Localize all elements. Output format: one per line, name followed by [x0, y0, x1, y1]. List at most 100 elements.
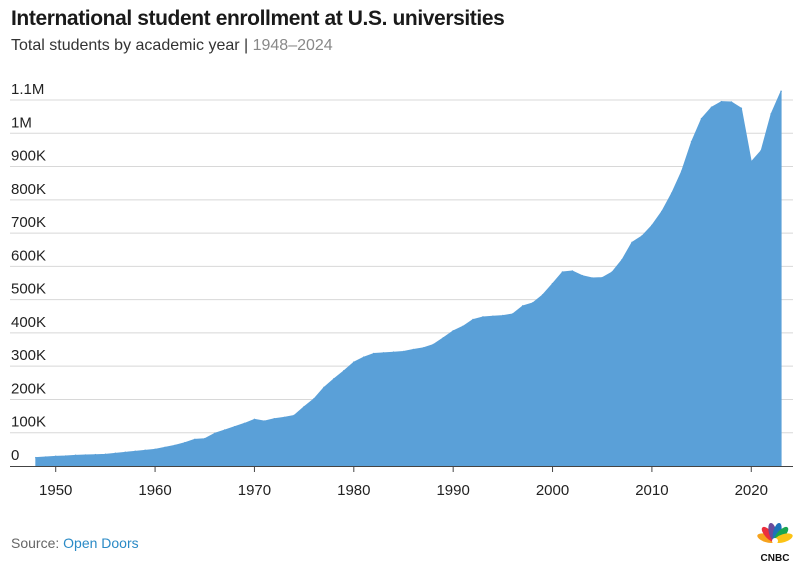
data-point: [511, 313, 514, 315]
data-point: [432, 343, 435, 346]
data-point: [372, 352, 375, 355]
data-point: [780, 90, 782, 93]
data-point: [243, 422, 246, 425]
cnbc-peacock-logo: CNBC: [757, 522, 793, 563]
data-point: [730, 101, 733, 103]
data-point: [591, 277, 594, 279]
data-point: [641, 235, 643, 237]
data-point: [313, 397, 315, 400]
x-tick-label: 2020: [735, 482, 768, 499]
data-point: [541, 294, 544, 296]
data-point: [64, 455, 67, 457]
data-point: [263, 420, 266, 422]
data-point: [94, 453, 97, 456]
y-tick-label: 1.1M: [11, 81, 44, 98]
source-link[interactable]: Open Doors: [63, 535, 139, 551]
data-point: [492, 315, 494, 318]
y-axis-ticks: 0 100K 200K 300K 400K 500K 600K 700K 800K 900K 1M 1…: [11, 81, 46, 464]
data-point: [412, 348, 415, 351]
y-tick-label: 100K: [11, 414, 46, 431]
data-point: [353, 361, 355, 363]
data-point: [104, 453, 107, 456]
data-point: [680, 170, 683, 172]
data-point: [402, 350, 405, 353]
y-tick-label: 0: [11, 447, 19, 464]
data-point: [333, 378, 335, 380]
data-point: [750, 161, 753, 163]
y-tick-label: 500K: [11, 281, 46, 298]
data-point: [661, 210, 663, 213]
y-tick-label: 700K: [11, 214, 46, 231]
data-point: [154, 448, 156, 451]
data-point: [422, 347, 425, 349]
data-point: [233, 425, 236, 428]
data-point: [362, 356, 365, 359]
enrollment-chart: 0 100K 200K 300K 400K 500K 600K 700K 800K 900K 1M 1…: [10, 81, 793, 499]
chart-title: International student enrollment at U.S.…: [11, 7, 505, 30]
data-point: [521, 305, 524, 307]
data-point: [74, 454, 77, 457]
data-point: [144, 449, 146, 452]
data-point: [442, 337, 445, 339]
source-prefix: Source:: [11, 535, 64, 551]
data-point: [710, 106, 713, 109]
data-points: [35, 90, 782, 459]
data-point: [651, 224, 653, 227]
data-point: [273, 417, 276, 420]
data-point: [502, 314, 504, 317]
x-tick-label: 1950: [39, 482, 72, 499]
enrollment-area: [35, 90, 782, 467]
data-point: [184, 441, 186, 444]
y-tick-label: 800K: [11, 181, 46, 198]
x-tick-label: 1990: [436, 482, 469, 499]
data-point: [114, 452, 117, 455]
data-point: [174, 444, 176, 447]
subtitle-separator: |: [239, 37, 253, 54]
y-tick-label: 300K: [11, 347, 46, 364]
data-point: [551, 282, 554, 285]
x-tick-label: 1960: [138, 482, 171, 499]
data-point: [452, 330, 454, 332]
x-tick-label: 2010: [635, 482, 668, 499]
data-point: [343, 370, 345, 372]
x-tick-label: 2000: [536, 482, 569, 499]
data-point: [740, 107, 743, 110]
data-point: [283, 416, 286, 419]
data-point: [223, 429, 226, 431]
data-point: [631, 241, 633, 244]
data-point: [84, 454, 87, 456]
data-point: [720, 100, 723, 103]
data-point: [462, 325, 464, 328]
y-tick-label: 1M: [11, 114, 32, 131]
subtitle-range: 1948–2024: [252, 37, 333, 54]
y-tick-label: 600K: [11, 247, 46, 264]
data-point: [770, 113, 772, 115]
data-point: [124, 451, 127, 454]
logo-text: CNBC: [761, 553, 790, 563]
data-point: [621, 258, 623, 261]
x-tick-label: 1970: [238, 482, 271, 499]
data-point: [323, 386, 325, 389]
data-point: [690, 140, 693, 143]
x-axis-ticks: 1950 1960 1970 1980 1990 2000 2010 2020: [39, 466, 768, 499]
chart-subtitle: Total students by academic year | 1948–2…: [11, 37, 333, 55]
data-point: [203, 437, 206, 440]
data-point: [482, 316, 484, 318]
data-point: [531, 302, 534, 304]
data-point: [382, 352, 385, 354]
data-point: [253, 418, 256, 421]
data-point: [293, 414, 295, 417]
data-point: [670, 192, 673, 194]
data-point: [194, 438, 196, 441]
subtitle-text: Total students by academic year: [11, 37, 240, 54]
data-point: [700, 117, 703, 120]
data-point: [164, 446, 166, 449]
y-tick-label: 200K: [11, 380, 46, 397]
data-point: [44, 456, 47, 458]
data-point: [472, 318, 474, 321]
data-point: [134, 450, 136, 453]
data-point: [611, 271, 613, 273]
data-point: [213, 432, 216, 435]
data-point: [303, 405, 305, 408]
x-tick-label: 1980: [337, 482, 370, 499]
